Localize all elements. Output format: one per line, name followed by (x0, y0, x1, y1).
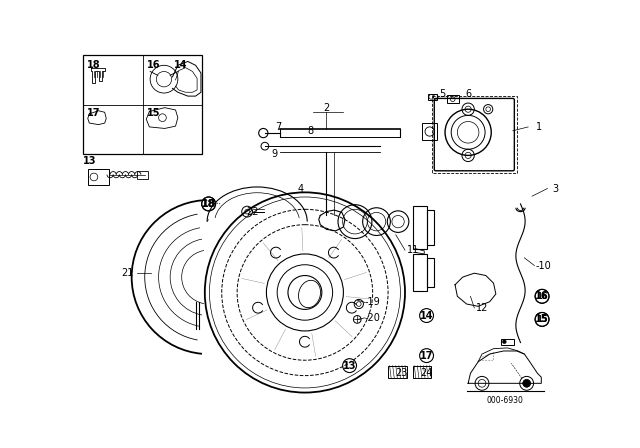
Text: 14: 14 (174, 60, 188, 70)
Text: 23: 23 (395, 368, 407, 378)
Bar (413, 206, 427, 249)
Text: 12: 12 (476, 303, 488, 313)
Bar (447, 95, 459, 103)
Text: 15: 15 (147, 108, 161, 118)
Bar (137, 171, 148, 178)
Text: 3: 3 (552, 184, 558, 194)
Text: 13: 13 (343, 361, 356, 370)
Circle shape (502, 340, 506, 344)
Text: 18: 18 (201, 199, 216, 209)
Bar (88, 169, 109, 185)
Bar (413, 366, 431, 378)
Text: 4: 4 (298, 184, 304, 194)
Text: 15: 15 (536, 315, 548, 324)
Text: 8: 8 (307, 126, 314, 136)
Text: 1: 1 (536, 122, 542, 132)
Text: 22: 22 (246, 207, 259, 217)
Bar (427, 210, 435, 245)
Bar (413, 254, 427, 291)
Text: -10: -10 (536, 260, 552, 271)
Circle shape (523, 379, 531, 387)
Text: 21: 21 (122, 268, 134, 278)
Text: 9: 9 (271, 149, 277, 159)
Bar (388, 366, 406, 378)
Bar (427, 258, 435, 287)
Text: 14: 14 (420, 310, 433, 321)
Text: 5: 5 (439, 89, 445, 99)
Bar (83, 55, 202, 154)
Text: 7: 7 (275, 122, 281, 132)
Bar (432, 96, 516, 173)
Text: 16: 16 (536, 292, 548, 301)
Text: 000-6930: 000-6930 (486, 396, 524, 405)
Text: 13: 13 (83, 156, 97, 166)
Text: 17: 17 (420, 351, 433, 361)
Bar (422, 123, 437, 140)
Text: -20: -20 (365, 313, 381, 323)
Text: 11: 11 (406, 245, 419, 255)
Text: 6: 6 (465, 89, 471, 99)
Bar (428, 94, 437, 100)
Text: 16: 16 (147, 60, 161, 70)
Text: 18: 18 (87, 60, 100, 70)
Text: 24: 24 (420, 368, 433, 378)
Text: 15: 15 (535, 314, 549, 324)
Text: 16: 16 (535, 291, 549, 302)
Bar (501, 339, 513, 345)
Text: 2: 2 (323, 103, 330, 112)
Text: -19: -19 (365, 297, 381, 307)
Text: 18: 18 (202, 199, 216, 209)
Text: 17: 17 (87, 108, 100, 118)
